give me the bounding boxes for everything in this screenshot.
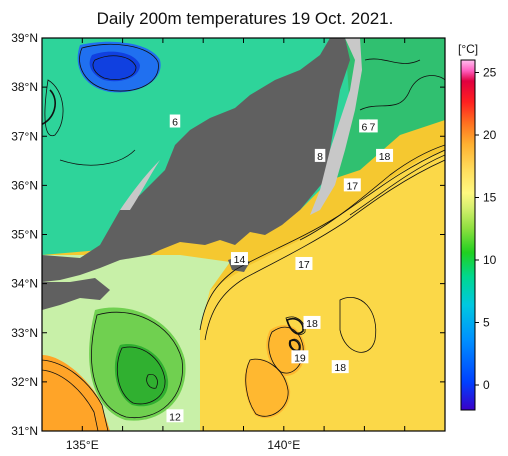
contour-label-bg xyxy=(291,350,309,364)
contour-label: 17 xyxy=(298,259,310,271)
colorbar-unit: [°C] xyxy=(458,42,478,56)
lon-label: 140°E xyxy=(267,438,300,452)
contour-label: 17 xyxy=(346,180,358,192)
lat-label: 32°N xyxy=(11,375,38,389)
contour-label-bg xyxy=(314,148,326,162)
map-title: Daily 200m temperatures 19 Oct. 2021. xyxy=(96,9,394,28)
colorbar-tick-label: 20 xyxy=(483,128,497,142)
colorbar: [°C] 25 20 15 10 5 0 xyxy=(458,42,497,411)
lat-label: 31°N xyxy=(11,424,38,438)
contour-label: 18 xyxy=(306,318,318,330)
contour-label-bg xyxy=(331,360,349,374)
frame-ticks xyxy=(41,37,446,432)
contour-label-bg xyxy=(367,119,378,133)
contour-label-bg xyxy=(295,256,313,270)
lat-label: 36°N xyxy=(11,178,38,192)
colorbar-tick-label: 10 xyxy=(483,253,497,267)
contour-label: 12 xyxy=(169,411,181,423)
shelf-shade-east xyxy=(310,38,362,215)
contour-label-bg xyxy=(166,409,184,423)
shelf-shade xyxy=(120,160,160,210)
lon-label: 135°E xyxy=(66,438,99,452)
contour-label-bg xyxy=(359,119,370,133)
warm-eddy-field-2 xyxy=(244,358,291,419)
land-shikoku xyxy=(42,278,110,310)
contour-label: 18 xyxy=(334,362,346,374)
contour-label: 19 xyxy=(294,352,306,364)
contour-label: 18 xyxy=(379,151,391,163)
contour-label-bg xyxy=(169,114,181,128)
colorbar-tick-label: 5 xyxy=(483,316,490,330)
colorbar-tick-label: 0 xyxy=(483,378,490,392)
contour-label: 8 xyxy=(317,151,323,163)
lat-label: 33°N xyxy=(11,326,38,340)
lat-label: 39°N xyxy=(11,31,38,45)
contour-label: 6 xyxy=(172,117,178,129)
colorbar-tick-label: 15 xyxy=(483,191,497,205)
contour-label: 6 xyxy=(361,121,367,133)
sw-warm-field xyxy=(42,355,110,431)
contour-label: 14 xyxy=(234,254,246,266)
colorbar-tick-label: 25 xyxy=(483,66,497,80)
lat-label: 38°N xyxy=(11,80,38,94)
lat-label: 37°N xyxy=(11,129,38,143)
contour-label: 7 xyxy=(370,121,376,133)
contour-label-bg xyxy=(343,178,361,192)
lat-label: 35°N xyxy=(11,228,38,242)
highlight-contours xyxy=(42,89,304,352)
contour-label-bg xyxy=(376,148,394,162)
colorbar-scale xyxy=(460,59,476,411)
lat-label: 34°N xyxy=(11,277,38,291)
land-honshu xyxy=(42,38,350,282)
contour-label-bg xyxy=(303,315,321,329)
cool-eddy-inner xyxy=(114,344,169,407)
cold-core-inner xyxy=(89,51,140,82)
contour-label-bg xyxy=(230,252,248,266)
